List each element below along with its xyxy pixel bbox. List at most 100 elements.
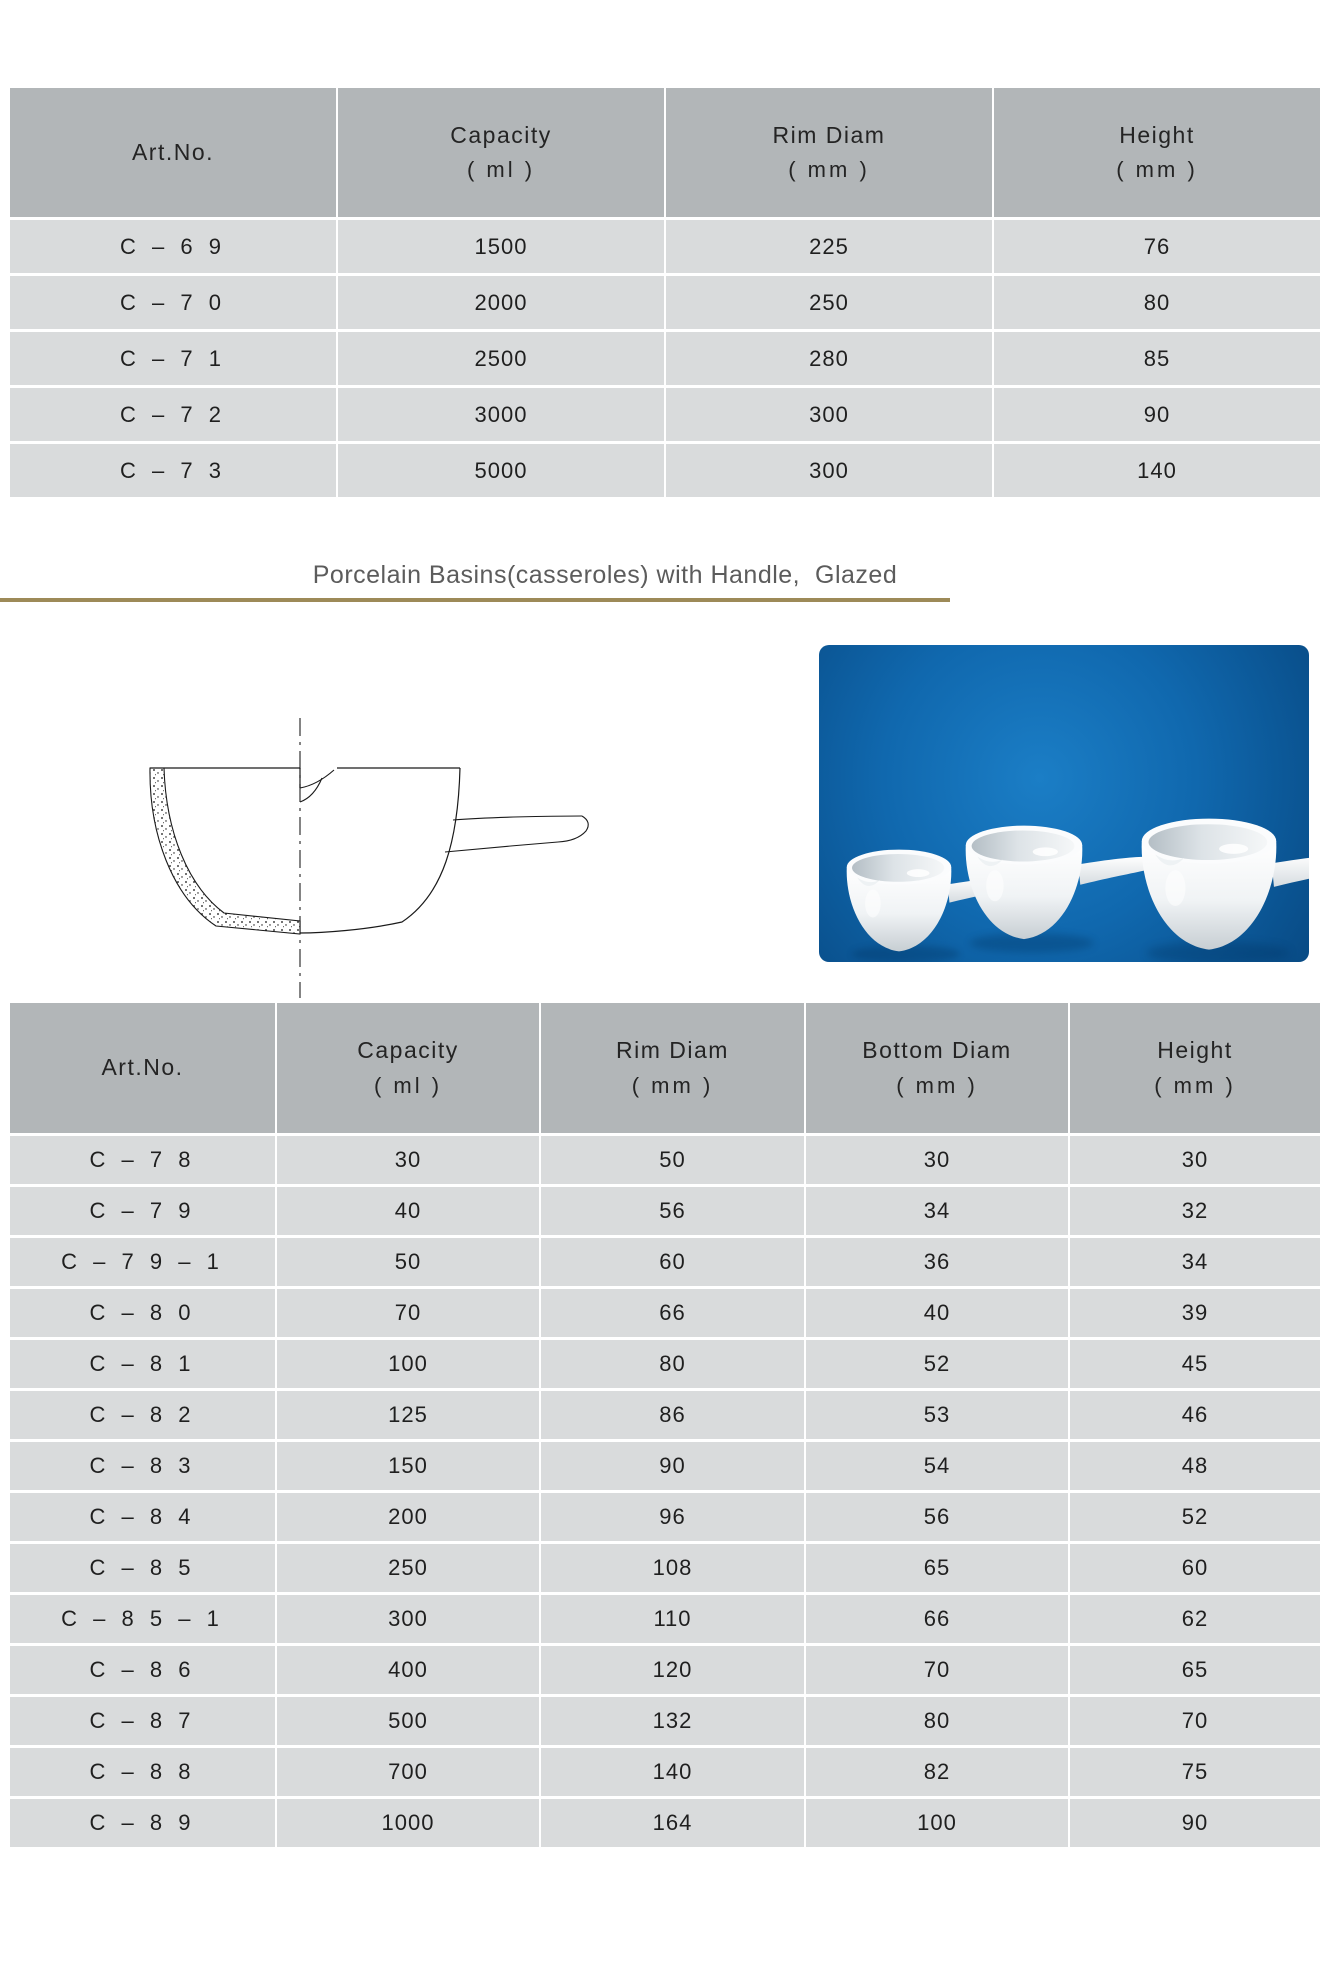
casserole-small — [846, 849, 1017, 962]
sectioned-wall — [149, 767, 301, 935]
value-cell: 36 — [806, 1238, 1068, 1286]
value-cell: 66 — [541, 1289, 804, 1337]
art-no-cell: C – 8 7 — [10, 1697, 275, 1745]
header-label: Art.No. — [101, 1054, 184, 1081]
header-label: Height — [1157, 1037, 1233, 1064]
value-cell: 110 — [541, 1595, 804, 1643]
value-cell: 62 — [1070, 1595, 1320, 1643]
header-label: Capacity — [450, 121, 552, 148]
value-cell: 40 — [277, 1187, 539, 1235]
value-cell: 90 — [541, 1442, 804, 1490]
value-cell: 80 — [994, 276, 1320, 329]
value-cell: 5000 — [338, 444, 664, 497]
value-cell: 60 — [541, 1238, 804, 1286]
art-no-cell: C – 8 6 — [10, 1646, 275, 1694]
product-photo — [819, 645, 1309, 962]
header-cell: Capacity ( ml ) — [277, 1003, 539, 1133]
value-cell: 75 — [1070, 1748, 1320, 1796]
value-cell: 80 — [541, 1340, 804, 1388]
value-cell: 40 — [806, 1289, 1068, 1337]
value-cell: 90 — [994, 388, 1320, 441]
value-cell: 150 — [277, 1442, 539, 1490]
header-cell: Rim Diam ( mm ) — [666, 88, 992, 217]
casseroles-photo-art — [846, 818, 1309, 962]
header-unit: ( mm ) — [896, 1072, 978, 1098]
header-unit: ( mm ) — [788, 157, 870, 183]
value-cell: 225 — [666, 220, 992, 273]
value-cell: 60 — [1070, 1544, 1320, 1592]
value-cell: 54 — [806, 1442, 1068, 1490]
value-cell: 52 — [1070, 1493, 1320, 1541]
basin-outline — [299, 767, 461, 934]
value-cell: 250 — [277, 1544, 539, 1592]
value-cell: 140 — [541, 1748, 804, 1796]
casserole-large — [1141, 818, 1309, 962]
header-unit: ( ml ) — [373, 1072, 443, 1098]
value-cell: 70 — [277, 1289, 539, 1337]
value-cell: 46 — [1070, 1391, 1320, 1439]
header-cell: Art.No. — [10, 1003, 275, 1133]
art-no-cell: C – 8 4 — [10, 1493, 275, 1541]
art-no-cell: C – 8 5 – 1 — [10, 1595, 275, 1643]
value-cell: 108 — [541, 1544, 804, 1592]
art-no-cell: C – 6 9 — [10, 220, 336, 273]
art-no-cell: C – 8 2 — [10, 1391, 275, 1439]
value-cell: 65 — [1070, 1646, 1320, 1694]
art-no-cell: C – 7 9 – 1 — [10, 1238, 275, 1286]
value-cell: 65 — [806, 1544, 1068, 1592]
value-cell: 50 — [541, 1136, 804, 1184]
header-label: Height — [1119, 121, 1195, 148]
value-cell: 300 — [666, 444, 992, 497]
value-cell: 85 — [994, 332, 1320, 385]
value-cell: 34 — [1070, 1238, 1320, 1286]
header-unit: ( mm ) — [631, 1072, 714, 1098]
art-no-cell: C – 7 2 — [10, 388, 336, 441]
value-cell: 30 — [1070, 1136, 1320, 1184]
value-cell: 120 — [541, 1646, 804, 1694]
value-cell: 1000 — [277, 1799, 539, 1847]
value-cell: 2500 — [338, 332, 664, 385]
art-no-cell: C – 8 5 — [10, 1544, 275, 1592]
value-cell: 50 — [277, 1238, 539, 1286]
art-no-cell: C – 7 0 — [10, 276, 336, 329]
header-label: Art.No. — [131, 138, 215, 165]
value-cell: 53 — [806, 1391, 1068, 1439]
value-cell: 700 — [277, 1748, 539, 1796]
header-cell: Bottom Diam ( mm ) — [806, 1003, 1068, 1133]
value-cell: 86 — [541, 1391, 804, 1439]
header-label: Bottom Diam — [862, 1037, 1012, 1064]
art-no-cell: C – 7 8 — [10, 1136, 275, 1184]
basin-cross-section-drawing — [149, 718, 589, 998]
header-unit: ( ml ) — [466, 157, 536, 183]
value-cell: 32 — [1070, 1187, 1320, 1235]
header-label: Capacity — [357, 1037, 459, 1064]
art-no-cell: C – 8 3 — [10, 1442, 275, 1490]
value-cell: 280 — [666, 332, 992, 385]
value-cell: 100 — [806, 1799, 1068, 1847]
value-cell: 90 — [1070, 1799, 1320, 1847]
value-cell: 34 — [806, 1187, 1068, 1235]
value-cell: 3000 — [338, 388, 664, 441]
header-cell: Rim Diam ( mm ) — [541, 1003, 804, 1133]
value-cell: 80 — [806, 1697, 1068, 1745]
value-cell: 96 — [541, 1493, 804, 1541]
value-cell: 66 — [806, 1595, 1068, 1643]
art-no-cell: C – 8 8 — [10, 1748, 275, 1796]
spec-table-casseroles: Art.No. Capacity( ml ) Rim Diam( mm ) Botto… — [10, 1003, 1320, 1847]
value-cell: 56 — [806, 1493, 1068, 1541]
spec-table-basins: Art.No. Capacity( ml ) Rim Diam( mm ) Heigh… — [10, 88, 1320, 497]
value-cell: 125 — [277, 1391, 539, 1439]
value-cell: 76 — [994, 220, 1320, 273]
art-no-cell: C – 7 9 — [10, 1187, 275, 1235]
value-cell: 300 — [666, 388, 992, 441]
value-cell: 140 — [994, 444, 1320, 497]
value-cell: 200 — [277, 1493, 539, 1541]
art-no-cell: C – 8 0 — [10, 1289, 275, 1337]
value-cell: 164 — [541, 1799, 804, 1847]
value-cell: 30 — [277, 1136, 539, 1184]
value-cell: 500 — [277, 1697, 539, 1745]
header-cell: Art.No. — [10, 88, 336, 217]
header-cell: Height ( mm ) — [994, 88, 1320, 217]
header-cell: Capacity ( ml ) — [338, 88, 664, 217]
value-cell: 2000 — [338, 276, 664, 329]
